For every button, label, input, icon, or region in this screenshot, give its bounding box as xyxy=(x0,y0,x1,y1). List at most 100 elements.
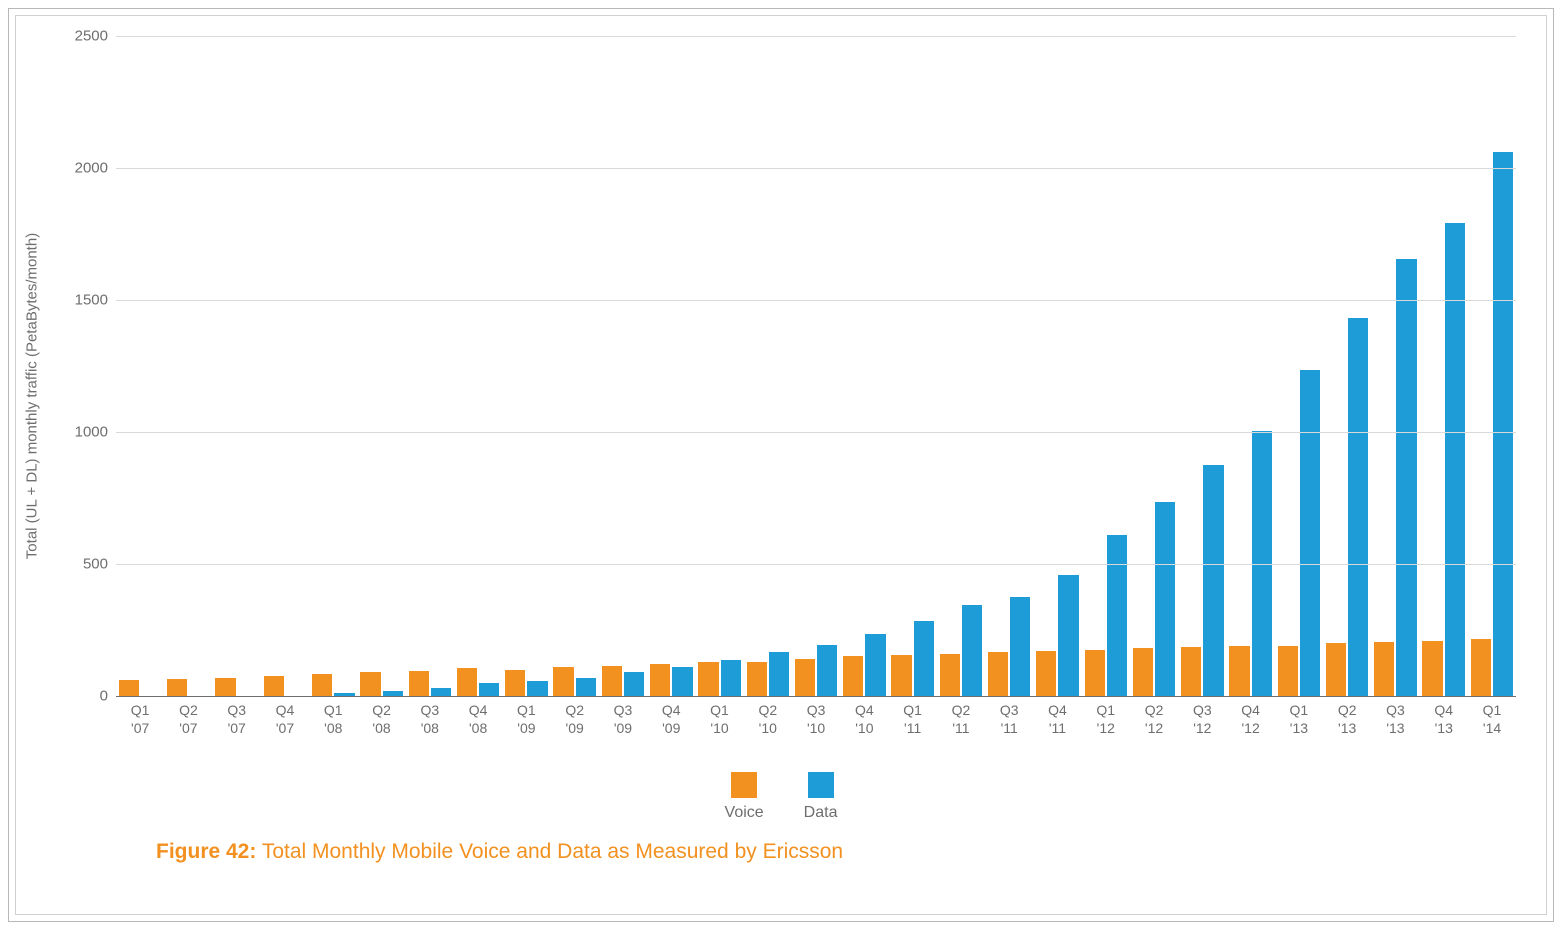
y-tick-label: 2500 xyxy=(75,28,116,45)
bar-data xyxy=(962,605,982,696)
bar-group xyxy=(1082,36,1130,696)
bar-data xyxy=(1396,259,1416,696)
y-tick-label: 2000 xyxy=(75,160,116,177)
x-tick-label: Q4'13 xyxy=(1420,702,1468,737)
bar-voice xyxy=(215,678,235,696)
figure-caption: Figure 42: Total Monthly Mobile Voice an… xyxy=(156,840,1546,864)
bar-group xyxy=(695,36,743,696)
bar-group xyxy=(889,36,937,696)
bar-data xyxy=(1058,575,1078,696)
bar-group xyxy=(1178,36,1226,696)
gridline xyxy=(116,432,1516,433)
legend-label-data: Data xyxy=(804,804,838,822)
bar-group xyxy=(792,36,840,696)
bar-voice xyxy=(167,679,187,696)
x-tick-label: Q1'10 xyxy=(695,702,743,737)
bar-data xyxy=(431,688,451,696)
bar-group xyxy=(551,36,599,696)
bar-group xyxy=(840,36,888,696)
legend-label-voice: Voice xyxy=(725,804,764,822)
x-tick-label: Q2'13 xyxy=(1323,702,1371,737)
legend: Voice Data xyxy=(16,772,1546,822)
y-tick-label: 1500 xyxy=(75,292,116,309)
x-tick-label: Q4'11 xyxy=(1033,702,1081,737)
bar-voice xyxy=(940,654,960,696)
outer-frame: Total (UL + DL) monthly traffic (PetaByt… xyxy=(8,8,1554,922)
y-tick-label: 1000 xyxy=(75,424,116,441)
x-tick-label: Q1'12 xyxy=(1082,702,1130,737)
bar-group xyxy=(1323,36,1371,696)
bar-voice xyxy=(1229,646,1249,696)
x-tick-label: Q4'07 xyxy=(261,702,309,737)
bar-group xyxy=(261,36,309,696)
bar-group xyxy=(1226,36,1274,696)
x-tick-label: Q4'12 xyxy=(1226,702,1274,737)
x-tick-label: Q3'08 xyxy=(406,702,454,737)
x-tick-label: Q3'09 xyxy=(599,702,647,737)
bar-group xyxy=(116,36,164,696)
bar-voice xyxy=(360,672,380,696)
bar-voice xyxy=(988,652,1008,696)
bar-voice xyxy=(312,674,332,696)
bar-voice xyxy=(1133,648,1153,696)
bar-data xyxy=(817,645,837,696)
x-tick-label: Q2'08 xyxy=(357,702,405,737)
bar-data xyxy=(672,667,692,696)
x-tick-label: Q2'11 xyxy=(937,702,985,737)
plot-area: Q1'07Q2'07Q3'07Q4'07Q1'08Q2'08Q3'08Q4'08… xyxy=(116,36,1516,696)
bar-group xyxy=(1033,36,1081,696)
bar-data xyxy=(721,660,741,696)
x-tick-label: Q3'13 xyxy=(1371,702,1419,737)
bar-group xyxy=(1420,36,1468,696)
bar-group xyxy=(164,36,212,696)
bar-group xyxy=(454,36,502,696)
bar-voice xyxy=(1374,642,1394,696)
chart-region: Total (UL + DL) monthly traffic (PetaByt… xyxy=(46,36,1526,756)
bar-group xyxy=(599,36,647,696)
x-tick-label: Q3'12 xyxy=(1178,702,1226,737)
bar-group xyxy=(1130,36,1178,696)
bar-voice xyxy=(1326,643,1346,696)
figure-label: Figure 42: xyxy=(156,840,256,863)
gridline xyxy=(116,696,1516,697)
bar-voice xyxy=(1085,650,1105,696)
bar-data xyxy=(1203,465,1223,696)
bar-data xyxy=(527,681,547,696)
legend-swatch-data xyxy=(808,772,834,798)
bar-group xyxy=(937,36,985,696)
bar-voice xyxy=(602,666,622,696)
x-tick-label: Q1'11 xyxy=(889,702,937,737)
inner-frame: Total (UL + DL) monthly traffic (PetaByt… xyxy=(15,15,1547,915)
x-tick-label: Q1'08 xyxy=(309,702,357,737)
legend-swatch-voice xyxy=(731,772,757,798)
bar-group xyxy=(985,36,1033,696)
bar-group xyxy=(744,36,792,696)
x-tick-label: Q2'09 xyxy=(551,702,599,737)
bar-voice xyxy=(747,662,767,696)
x-tick-label: Q4'10 xyxy=(840,702,888,737)
gridline xyxy=(116,36,1516,37)
gridline xyxy=(116,300,1516,301)
bar-group xyxy=(1468,36,1516,696)
bar-group xyxy=(502,36,550,696)
bar-group xyxy=(1371,36,1419,696)
x-tick-label: Q1'09 xyxy=(502,702,550,737)
x-axis-ticks: Q1'07Q2'07Q3'07Q4'07Q1'08Q2'08Q3'08Q4'08… xyxy=(116,696,1516,737)
bar-voice xyxy=(264,676,284,696)
y-tick-label: 0 xyxy=(100,688,116,705)
bar-group xyxy=(647,36,695,696)
bar-voice xyxy=(119,680,139,696)
bar-data xyxy=(1493,152,1513,696)
bar-voice xyxy=(843,656,863,696)
bar-voice xyxy=(891,655,911,696)
legend-entry-data: Data xyxy=(804,772,838,822)
x-tick-label: Q1'13 xyxy=(1275,702,1323,737)
y-axis-title: Total (UL + DL) monthly traffic (PetaByt… xyxy=(24,233,41,559)
x-tick-label: Q3'07 xyxy=(213,702,261,737)
gridline xyxy=(116,168,1516,169)
y-tick-label: 500 xyxy=(83,556,116,573)
bar-data xyxy=(769,652,789,696)
bar-group xyxy=(309,36,357,696)
x-tick-label: Q2'10 xyxy=(744,702,792,737)
x-tick-label: Q1'14 xyxy=(1468,702,1516,737)
